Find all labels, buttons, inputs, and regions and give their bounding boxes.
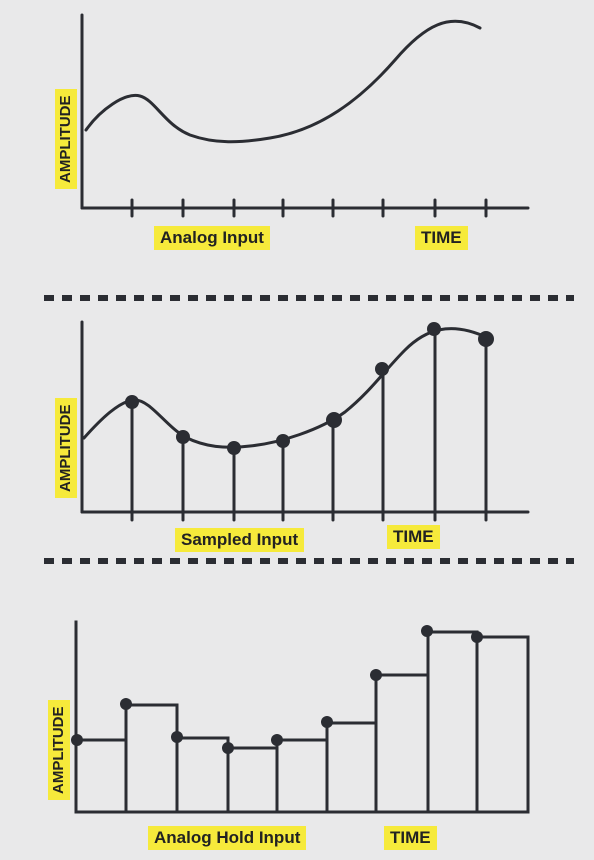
hold-sample-point <box>71 734 83 746</box>
hold-sample-point <box>370 669 382 681</box>
dashed-separator <box>44 295 574 301</box>
hold-step <box>275 738 329 814</box>
amplitude-axis-label: AMPLITUDE <box>55 398 77 498</box>
sample-point <box>227 441 241 455</box>
hold-sample-point <box>120 698 132 710</box>
amplitude-axis-label: AMPLITUDE <box>48 700 70 800</box>
sampled-input-caption: Sampled Input <box>175 528 305 552</box>
analog-input-caption: Analog Input <box>154 226 270 250</box>
analog-hold-caption: Analog Hold Input <box>148 826 307 850</box>
hold-sample-point <box>171 731 183 743</box>
sample-point <box>427 322 441 336</box>
sample-point <box>375 362 389 376</box>
hold-step <box>74 738 128 814</box>
hold-sample-point <box>421 625 433 637</box>
hold-step <box>374 673 430 814</box>
time-axis-label: TIME <box>387 525 440 549</box>
amplitude-axis-label: AMPLITUDE <box>55 89 77 189</box>
hold-step <box>325 721 378 814</box>
sample-point <box>176 430 190 444</box>
time-axis-label: TIME <box>415 226 468 250</box>
hold-sample-point <box>471 631 483 643</box>
hold-sample-point <box>271 734 283 746</box>
dashed-separator <box>44 558 574 564</box>
sample-point <box>326 412 342 428</box>
hold-sample-point <box>321 716 333 728</box>
hold-step <box>226 746 279 814</box>
hold-step <box>175 736 230 814</box>
analog-signal-curve <box>84 19 482 144</box>
sample-point <box>276 434 290 448</box>
sample-point <box>478 331 494 347</box>
hold-step <box>475 635 530 814</box>
sample-point <box>125 395 139 409</box>
time-axis-label: TIME <box>384 826 437 850</box>
hold-step <box>426 630 479 814</box>
hold-step <box>124 703 179 814</box>
hold-sample-point <box>222 742 234 754</box>
